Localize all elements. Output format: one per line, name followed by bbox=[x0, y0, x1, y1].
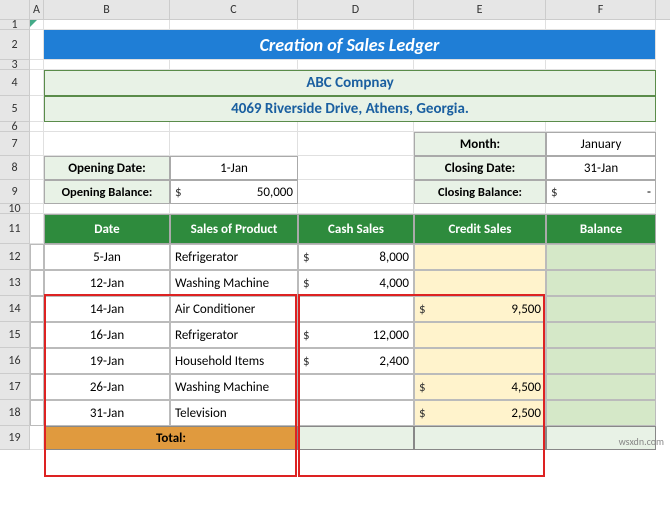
cell-product[interactable]: Air Conditioner bbox=[170, 296, 298, 322]
row-header-12[interactable]: 12 bbox=[0, 244, 30, 270]
cell-credit[interactable]: $2,500 bbox=[414, 400, 546, 426]
cell-cash[interactable] bbox=[298, 296, 414, 322]
row-header-14[interactable]: 14 bbox=[0, 296, 30, 322]
row-header-17[interactable]: 17 bbox=[0, 374, 30, 400]
cell-date[interactable]: 19-Jan bbox=[44, 348, 170, 374]
row-header-10[interactable]: 10 bbox=[0, 204, 30, 214]
cell-balance[interactable] bbox=[546, 348, 656, 374]
month-label: Month: bbox=[414, 132, 546, 156]
cell-product[interactable]: Washing Machine bbox=[170, 270, 298, 296]
th-date: Date bbox=[44, 214, 170, 244]
th-credit: Credit Sales bbox=[414, 214, 546, 244]
opening-balance-value[interactable]: $ 50,000 bbox=[170, 180, 298, 204]
cell-balance[interactable] bbox=[546, 322, 656, 348]
col-header-A[interactable]: A bbox=[30, 0, 44, 19]
cell-credit[interactable] bbox=[414, 270, 546, 296]
cell-credit[interactable] bbox=[414, 322, 546, 348]
th-balance: Balance bbox=[546, 214, 656, 244]
opening-date-label: Opening Date: bbox=[44, 156, 170, 180]
company-address: 4069 Riverside Drive, Athens, Georgia. bbox=[44, 96, 656, 122]
th-cash: Cash Sales bbox=[298, 214, 414, 244]
opening-date-value[interactable]: 1-Jan bbox=[170, 156, 298, 180]
cell-balance[interactable] bbox=[546, 270, 656, 296]
spreadsheet: A B C D E F 1 2 Creation of Sales Ledger… bbox=[0, 0, 670, 450]
cell-cash[interactable]: $4,000 bbox=[298, 270, 414, 296]
row-header-8[interactable]: 8 bbox=[0, 156, 30, 180]
total-cash[interactable] bbox=[298, 426, 414, 450]
cell-cash[interactable] bbox=[298, 400, 414, 426]
cell-credit[interactable]: $4,500 bbox=[414, 374, 546, 400]
cell-product[interactable]: Washing Machine bbox=[170, 374, 298, 400]
cell-cash[interactable]: $12,000 bbox=[298, 322, 414, 348]
cell-balance[interactable] bbox=[546, 374, 656, 400]
row-header-13[interactable]: 13 bbox=[0, 270, 30, 296]
cell-product[interactable]: Household Items bbox=[170, 348, 298, 374]
row-header-2[interactable]: 2 bbox=[0, 30, 30, 60]
cell-date[interactable]: 26-Jan bbox=[44, 374, 170, 400]
cell-product[interactable]: Refrigerator bbox=[170, 244, 298, 270]
closing-balance-value[interactable]: $ - bbox=[546, 180, 656, 204]
col-header-C[interactable]: C bbox=[170, 0, 298, 19]
cell-credit[interactable] bbox=[414, 244, 546, 270]
row-header-6[interactable]: 6 bbox=[0, 122, 30, 132]
cell-product[interactable]: Television bbox=[170, 400, 298, 426]
cell-date[interactable]: 31-Jan bbox=[44, 400, 170, 426]
row-header-11[interactable]: 11 bbox=[0, 214, 30, 244]
row-header-5[interactable]: 5 bbox=[0, 96, 30, 122]
cell-date[interactable]: 16-Jan bbox=[44, 322, 170, 348]
closing-balance-label: Closing Balance: bbox=[414, 180, 546, 204]
col-header-F[interactable]: F bbox=[546, 0, 656, 19]
cell-cash[interactable] bbox=[298, 374, 414, 400]
cell-date[interactable]: 5-Jan bbox=[44, 244, 170, 270]
th-product: Sales of Product bbox=[170, 214, 298, 244]
total-label: Total: bbox=[44, 426, 298, 450]
closing-date-value[interactable]: 31-Jan bbox=[546, 156, 656, 180]
currency-symbol: $ bbox=[551, 185, 558, 200]
row-header-1[interactable]: 1 bbox=[0, 20, 30, 30]
closing-balance-amount: - bbox=[647, 185, 651, 200]
cell-credit[interactable]: $9,500 bbox=[414, 296, 546, 322]
opening-balance-label: Opening Balance: bbox=[44, 180, 170, 204]
total-credit[interactable] bbox=[414, 426, 546, 450]
cell-product[interactable]: Refrigerator bbox=[170, 322, 298, 348]
closing-date-label: Closing Date: bbox=[414, 156, 546, 180]
cell-date[interactable]: 12-Jan bbox=[44, 270, 170, 296]
row-header-7[interactable]: 7 bbox=[0, 132, 30, 156]
opening-balance-amount: 50,000 bbox=[257, 185, 293, 200]
row-header-4[interactable]: 4 bbox=[0, 70, 30, 96]
company-name: ABC Compnay bbox=[44, 70, 656, 96]
row-header-15[interactable]: 15 bbox=[0, 322, 30, 348]
col-header-E[interactable]: E bbox=[414, 0, 546, 19]
cell-marker bbox=[30, 20, 37, 27]
row-header-18[interactable]: 18 bbox=[0, 400, 30, 426]
cell-credit[interactable] bbox=[414, 348, 546, 374]
cell-cash[interactable]: $2,400 bbox=[298, 348, 414, 374]
row-header-9[interactable]: 9 bbox=[0, 180, 30, 204]
cell-cash[interactable]: $8,000 bbox=[298, 244, 414, 270]
currency-symbol: $ bbox=[175, 185, 182, 200]
cell-balance[interactable] bbox=[546, 400, 656, 426]
cell-balance[interactable] bbox=[546, 296, 656, 322]
cell-date[interactable]: 14-Jan bbox=[44, 296, 170, 322]
watermark: wsxdn.com bbox=[619, 435, 664, 448]
month-value[interactable]: January bbox=[546, 132, 656, 156]
col-header-D[interactable]: D bbox=[298, 0, 414, 19]
row-header-19[interactable]: 19 bbox=[0, 426, 30, 450]
row-header-16[interactable]: 16 bbox=[0, 348, 30, 374]
row-header-3[interactable]: 3 bbox=[0, 60, 30, 70]
cell-balance[interactable] bbox=[546, 244, 656, 270]
col-header-B[interactable]: B bbox=[44, 0, 170, 19]
page-title: Creation of Sales Ledger bbox=[44, 30, 656, 60]
